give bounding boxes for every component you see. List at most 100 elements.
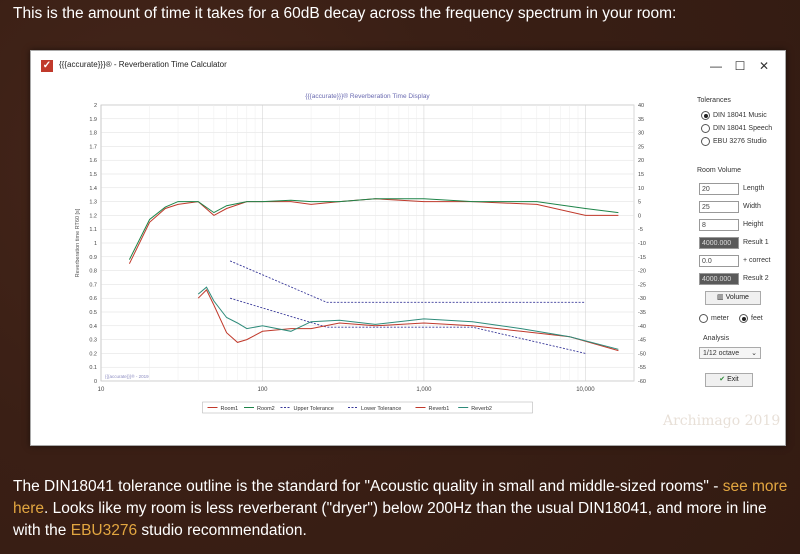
y2-tick-label: 30 [638, 131, 644, 137]
y-tick-label: 1.3 [89, 200, 97, 206]
y-tick-label: 0.4 [89, 324, 97, 330]
y2-tick-label: 10 [638, 186, 644, 192]
y2-tick-label: 20 [638, 158, 644, 164]
x-tick-label: 100 [257, 387, 268, 393]
series-line-room2 [128, 198, 619, 260]
series-line-lower-tolerance [229, 297, 586, 354]
legend-entry: Reverb2 [471, 406, 492, 412]
y-tick-label: 0 [94, 379, 97, 385]
y-tick-label: 1.5 [89, 172, 97, 178]
y2-tick-label: -60 [638, 379, 646, 385]
y-tick-label: 1 [94, 241, 97, 247]
y2-tick-label: 5 [638, 200, 641, 206]
ebu3276-link[interactable]: EBU3276 [70, 522, 138, 539]
result2-field: 4000.000 [699, 273, 739, 285]
x-tick-label: 1,000 [416, 387, 432, 393]
minimize-button[interactable]: — [710, 59, 722, 73]
y-tick-label: 1.8 [89, 131, 97, 137]
y2-tick-label: 25 [638, 144, 644, 150]
correct-input[interactable]: 0.0 [699, 255, 739, 267]
y-tick-label: 0.3 [89, 338, 97, 344]
tolerance-option-speech[interactable]: DIN 18041 Speech [701, 124, 772, 133]
y2-tick-label: -40 [638, 324, 646, 330]
series-line-upper-tolerance [229, 260, 586, 303]
chart-svg: {{{accurate}}}® Reverberation Time Displ… [75, 92, 646, 414]
y-tick-label: 0.9 [89, 255, 97, 261]
result1-field: 4000.000 [699, 237, 739, 249]
series-line-reverb1 [197, 289, 619, 352]
legend-entry: Upper Tolerance [294, 406, 334, 412]
y2-tick-label: 15 [638, 172, 644, 178]
unit-feet-option[interactable]: feet [739, 314, 763, 323]
y2-tick-label: -35 [638, 310, 646, 316]
y2-tick-label: -20 [638, 269, 646, 275]
checkmark-icon: ✔ [719, 376, 728, 383]
radio-icon [699, 314, 708, 323]
volume-icon: ▥ [717, 294, 726, 301]
volume-button[interactable]: ▥ Volume [705, 291, 761, 305]
y-tick-label: 1.2 [89, 213, 97, 219]
window-titlebar[interactable]: ✓ {{{accurate}}}® - Reverberation Time C… [31, 51, 785, 81]
y-axis-label: Reverberation time RT60 [s] [75, 208, 81, 277]
y2-tick-label: 0 [638, 213, 641, 219]
y2-tick-label: -25 [638, 282, 646, 288]
tolerance-option-studio[interactable]: EBU 3276 Studio [701, 137, 767, 146]
chart-small-watermark: {{{accurate}}}® - 2019 [105, 373, 149, 379]
width-input[interactable]: 25 [699, 201, 739, 213]
watermark: Archimago 2019 [663, 413, 781, 429]
legend-entry: Room1 [221, 406, 239, 412]
height-input[interactable]: 8 [699, 219, 739, 231]
y-tick-label: 1.9 [89, 117, 97, 123]
y-tick-label: 0.7 [89, 282, 97, 288]
analysis-select[interactable]: 1/12 octave ⌄ [699, 347, 761, 359]
y2-tick-label: 35 [638, 117, 644, 123]
y-tick-label: 2 [94, 103, 97, 109]
outro-paragraph: The DIN18041 tolerance outline is the st… [13, 478, 788, 539]
y-tick-label: 1.7 [89, 144, 97, 150]
result1-label: Result 1 [743, 239, 769, 246]
x-tick-label: 10 [98, 387, 105, 393]
y2-tick-label: -15 [638, 255, 646, 261]
y2-tick-label: -55 [638, 365, 646, 371]
y2-tick-label: -50 [638, 351, 646, 357]
chevron-down-icon: ⌄ [751, 350, 757, 357]
y-tick-label: 0.5 [89, 310, 97, 316]
legend-box [202, 401, 533, 414]
length-label: Length [743, 185, 765, 192]
y-tick-label: 1.1 [89, 227, 97, 233]
unit-meter-option[interactable]: meter [699, 314, 729, 323]
radio-selected-icon [739, 314, 748, 323]
reverb-chart: {{{accurate}}}® Reverberation Time Displ… [39, 85, 679, 441]
result2-label: Result 2 [743, 275, 769, 282]
series-line-reverb2 [197, 286, 619, 350]
legend-entry: Lower Tolerance [361, 406, 401, 412]
maximize-button[interactable]: ☐ [734, 59, 746, 73]
tolerances-label: Tolerances [697, 97, 731, 104]
tolerance-option-music[interactable]: DIN 18041 Music [701, 111, 767, 120]
app-check-icon: ✓ [41, 60, 53, 72]
y-tick-label: 0.2 [89, 351, 97, 357]
legend-entry: Room2 [257, 406, 275, 412]
y2-tick-label: -10 [638, 241, 646, 247]
y-tick-label: 0.1 [89, 365, 97, 371]
y-tick-label: 0.6 [89, 296, 97, 302]
x-tick-label: 10,000 [576, 387, 595, 393]
intro-text: This is the amount of time it takes for … [13, 5, 677, 22]
radio-icon [701, 137, 710, 146]
room-volume-label: Room Volume [697, 167, 741, 174]
radio-selected-icon [701, 111, 710, 120]
exit-button[interactable]: ✔ Exit [705, 373, 753, 387]
chart-title: {{{accurate}}}® Reverberation Time Displ… [305, 92, 430, 100]
analysis-label: Analysis [703, 335, 730, 342]
correct-label: + correct [743, 257, 771, 264]
y-tick-label: 1.4 [89, 186, 97, 192]
y-tick-label: 1.6 [89, 158, 97, 164]
y2-tick-label: -30 [638, 296, 646, 302]
window-title: {{{accurate}}}® - Reverberation Time Cal… [59, 60, 227, 69]
radio-icon [701, 124, 710, 133]
see-more-link[interactable]: see more here [13, 478, 788, 517]
length-input[interactable]: 20 [699, 183, 739, 195]
y2-tick-label: -5 [638, 227, 643, 233]
close-button[interactable]: ✕ [758, 59, 770, 73]
height-label: Height [743, 221, 764, 228]
